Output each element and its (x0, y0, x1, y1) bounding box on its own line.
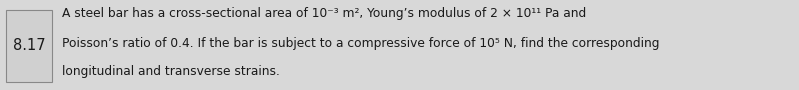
Text: Poisson’s ratio of 0.4. If the bar is subject to a compressive force of 10⁵ N, f: Poisson’s ratio of 0.4. If the bar is su… (62, 37, 659, 50)
Text: longitudinal and transverse strains.: longitudinal and transverse strains. (62, 66, 280, 78)
FancyBboxPatch shape (6, 10, 52, 82)
Text: 8.17: 8.17 (13, 39, 46, 53)
Text: A steel bar has a cross-sectional area of 10⁻³ m², Young’s modulus of 2 × 10¹¹ P: A steel bar has a cross-sectional area o… (62, 6, 586, 20)
